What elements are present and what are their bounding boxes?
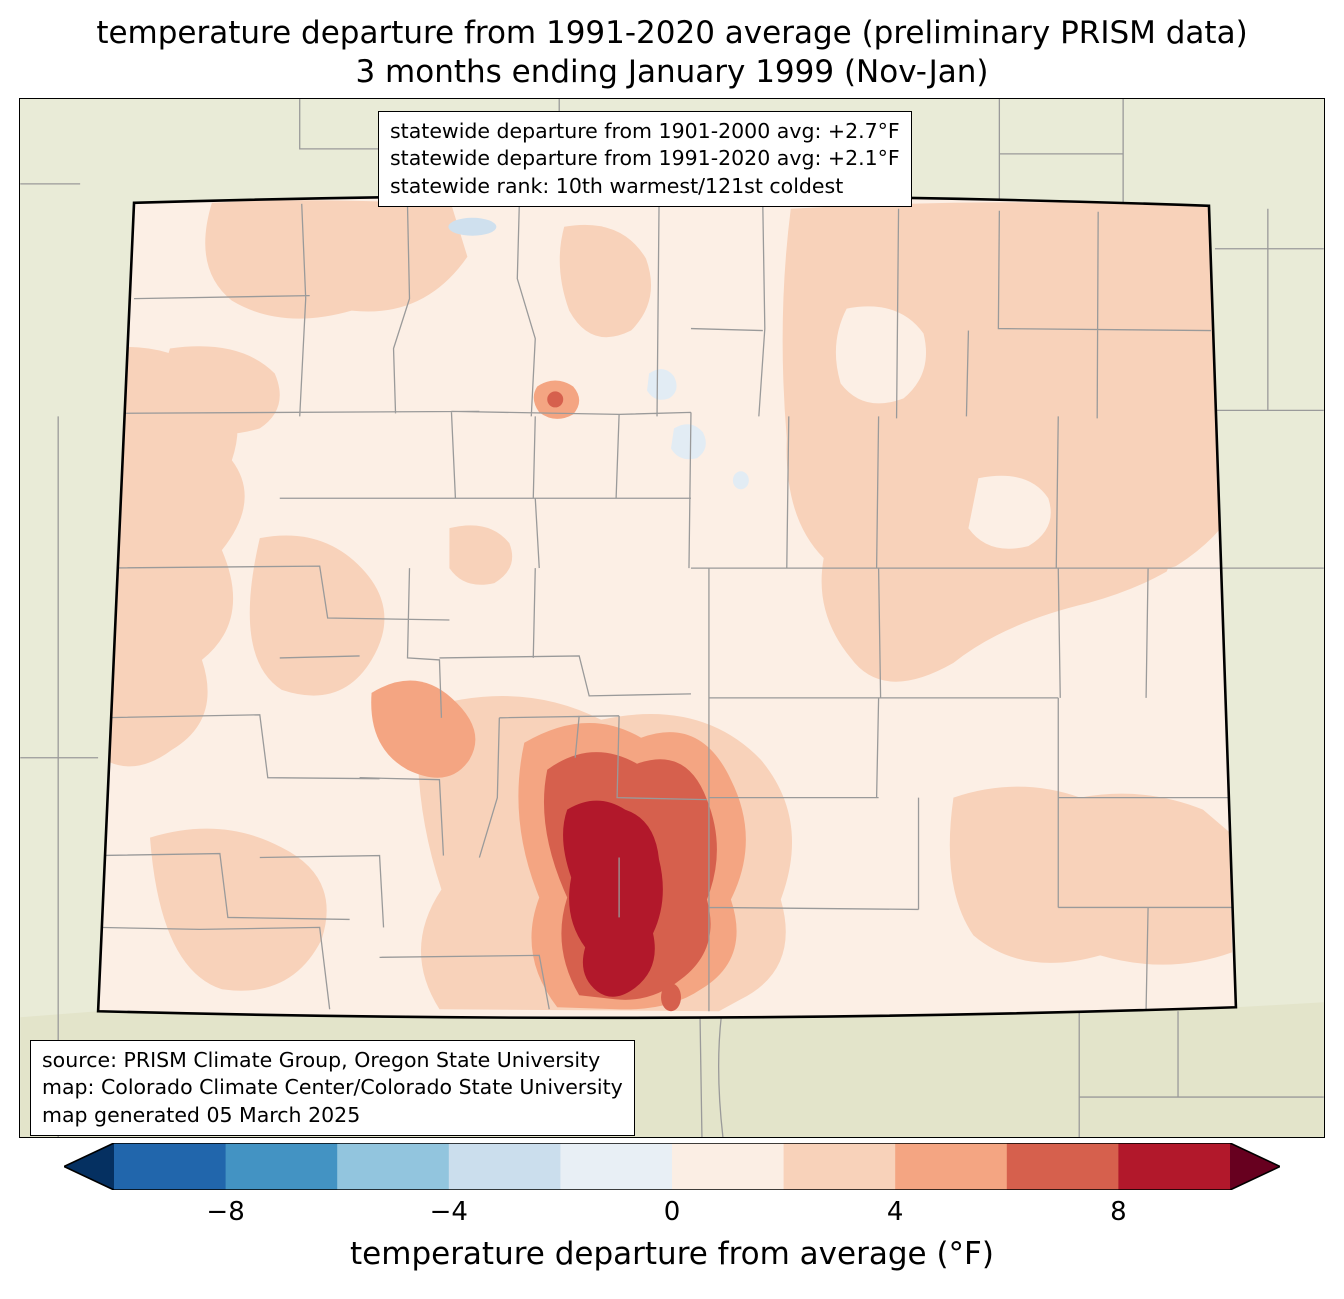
stats-box: statewide departure from 1901-2000 avg: … bbox=[378, 111, 912, 207]
stats-line-1901-2000: statewide departure from 1901-2000 avg: … bbox=[390, 119, 900, 143]
anomaly-spot-se bbox=[1096, 914, 1141, 951]
stats-line-1991-2020: statewide departure from 1991-2020 avg: … bbox=[390, 146, 900, 171]
colorbar-segment-6 bbox=[783, 1143, 896, 1190]
colorbar-tick-pos8: 8 bbox=[1110, 1197, 1127, 1227]
anomaly-region-southeast bbox=[949, 786, 1232, 965]
source-line: source: PRISM Climate Group, Oregon Stat… bbox=[42, 1048, 601, 1072]
colorbar-segment-7 bbox=[895, 1143, 1008, 1190]
anomaly-spot-north-core bbox=[547, 391, 564, 408]
generated-date-line: map generated 05 March 2025 bbox=[42, 1102, 361, 1127]
colorbar-segment-5 bbox=[672, 1143, 784, 1190]
stats-line-rank: statewide rank: 10th warmest/121st colde… bbox=[390, 173, 844, 198]
anomaly-region-mid-small bbox=[449, 525, 513, 585]
map-credit-line: map: Colorado Climate Center/Colorado St… bbox=[42, 1075, 623, 1100]
map-title-line1: temperature departure from 1991-2020 ave… bbox=[96, 15, 1248, 51]
anomaly-region-southwest bbox=[150, 828, 327, 991]
colorbar-segment-3 bbox=[448, 1143, 561, 1190]
colorbar-segment-0 bbox=[114, 1143, 226, 1190]
cool-patch-2 bbox=[671, 424, 706, 460]
pale-hole-1 bbox=[835, 306, 927, 404]
pale-hole-2 bbox=[968, 475, 1051, 549]
cool-patch-1 bbox=[647, 369, 677, 400]
colorbar-segment-1 bbox=[225, 1143, 338, 1190]
anomaly-core-810 bbox=[563, 800, 663, 997]
map-frame bbox=[19, 98, 1325, 1138]
anomaly-regions bbox=[98, 200, 1236, 1012]
pale-hole-3 bbox=[1152, 564, 1228, 708]
anomaly-region-diagonal-46 bbox=[371, 680, 476, 778]
colorbar-tick-zero: 0 bbox=[663, 1197, 681, 1227]
colorbar-tick-neg8: −8 bbox=[206, 1197, 245, 1227]
colorbar-under-arrow bbox=[64, 1143, 114, 1190]
colorbar-axis-label: temperature departure from average (°F) bbox=[350, 1236, 994, 1272]
anomaly-region-northwest bbox=[205, 200, 468, 319]
map-title-line2: 3 months ending January 1999 (Nov-Jan) bbox=[355, 53, 989, 90]
colorbar-tick-neg4: −4 bbox=[429, 1197, 468, 1227]
anomaly-region-top-center bbox=[559, 224, 652, 338]
colorbar-segment-9 bbox=[1118, 1143, 1230, 1190]
colorado-anomaly-map bbox=[20, 99, 1324, 1137]
anomaly-region-west-band bbox=[98, 346, 245, 767]
anomaly-spot-se-red1 bbox=[649, 929, 681, 982]
colorbar-ticks: −8 −4 0 4 8 bbox=[114, 1197, 1230, 1229]
colorbar-segment-8 bbox=[1006, 1143, 1119, 1190]
colorbar bbox=[62, 1142, 1282, 1191]
cool-patch-3 bbox=[732, 471, 749, 490]
map-title: temperature departure from 1991-2020 ave… bbox=[0, 14, 1344, 92]
colorbar-segment-2 bbox=[337, 1143, 450, 1190]
colorbar-over-arrow bbox=[1230, 1143, 1280, 1190]
county-boundaries bbox=[98, 203, 1236, 1012]
source-box: source: PRISM Climate Group, Oregon Stat… bbox=[30, 1040, 635, 1136]
lake-patch-1 bbox=[448, 217, 497, 236]
colorbar-svg bbox=[62, 1142, 1282, 1191]
colorbar-tick-pos4: 4 bbox=[886, 1197, 904, 1227]
colorbar-segment-4 bbox=[560, 1143, 673, 1190]
anomaly-spot-se-red2 bbox=[661, 983, 681, 1012]
